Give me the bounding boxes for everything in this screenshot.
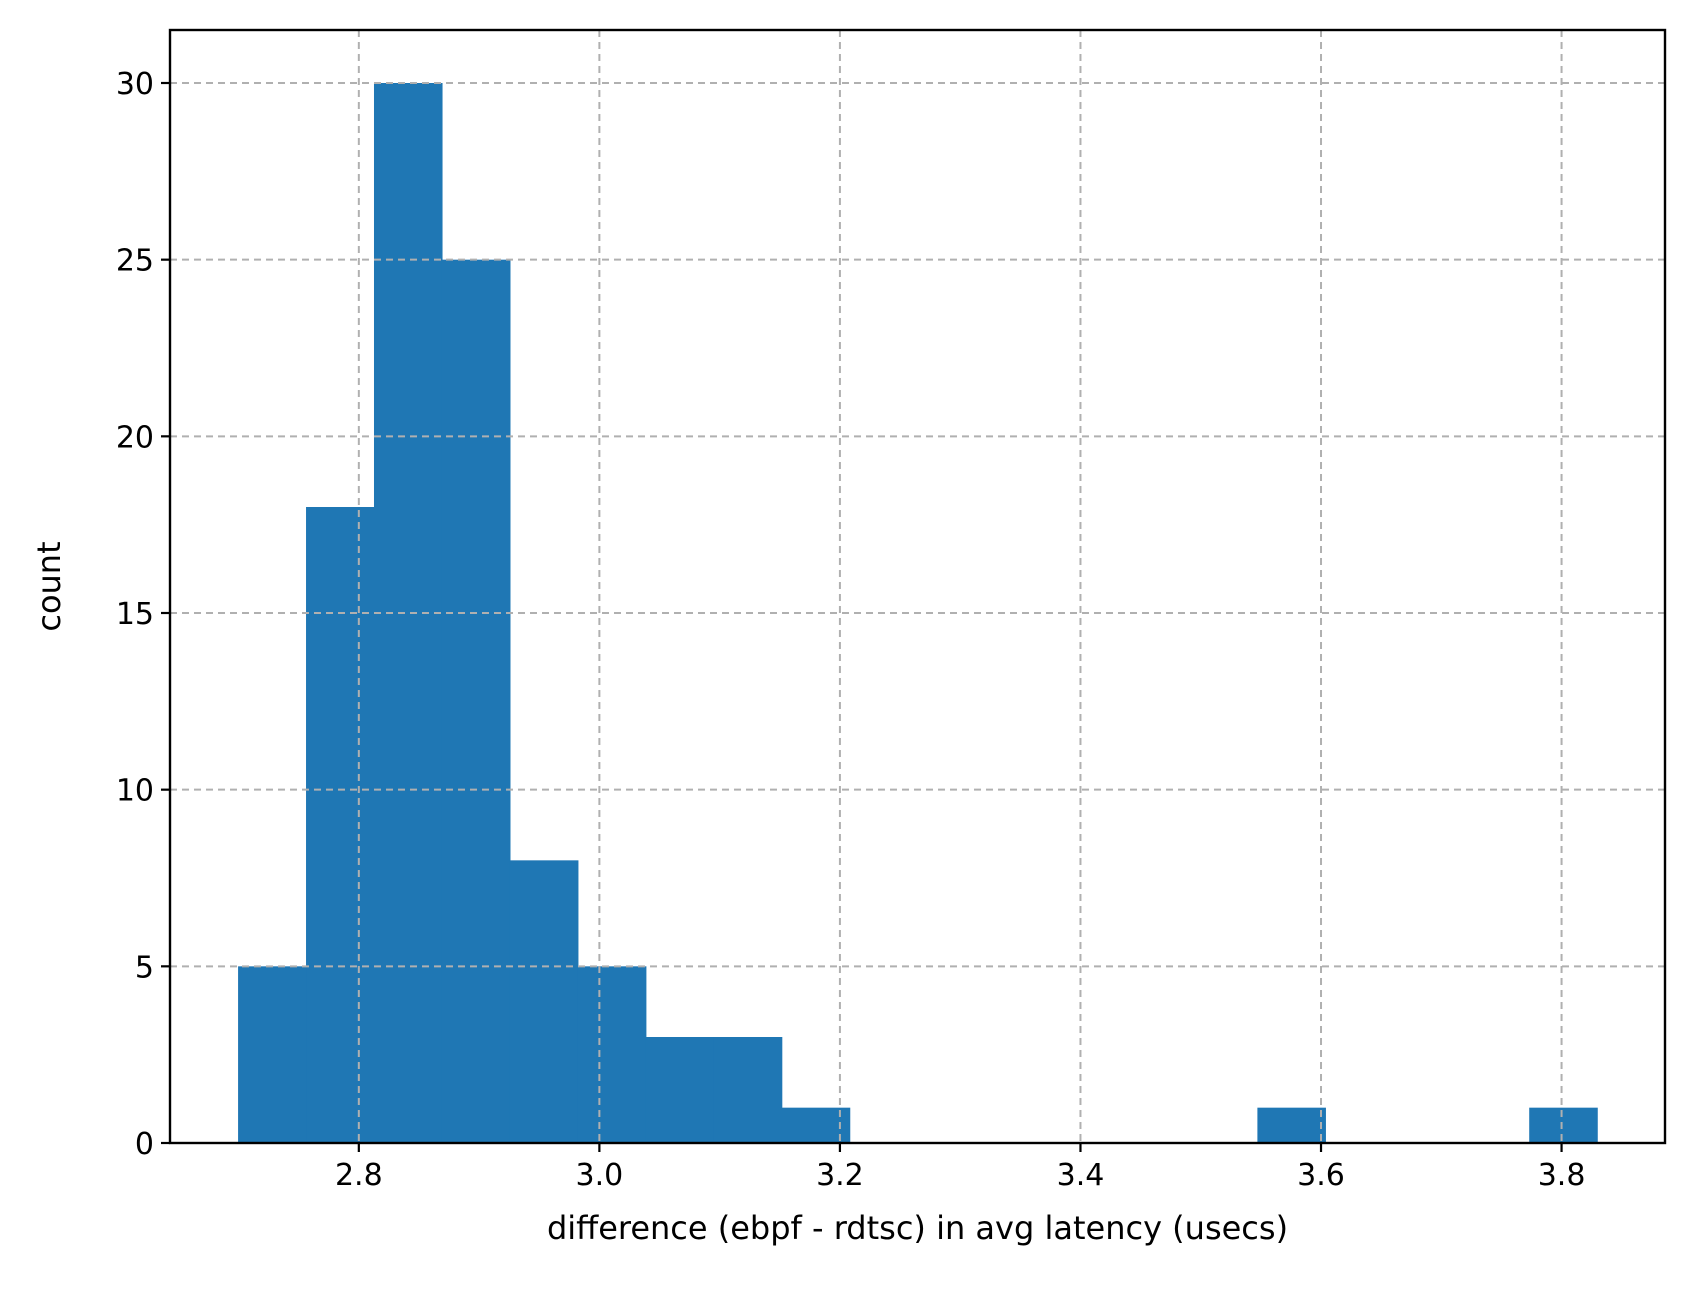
histogram-bar-2 (373, 83, 443, 1143)
y-tick-label-1: 5 (135, 950, 154, 985)
histogram-bar-1 (306, 507, 375, 1143)
y-tick-label-5: 25 (116, 244, 154, 279)
y-axis-label: count (30, 541, 68, 631)
histogram-bar-19 (1529, 1107, 1598, 1143)
y-tick-label-4: 20 (116, 420, 154, 455)
y-tick-label-6: 30 (116, 67, 154, 102)
x-tick-label-2: 3.2 (816, 1158, 864, 1193)
histogram-bar-7 (713, 1037, 783, 1143)
histogram-bar-0 (238, 966, 307, 1143)
x-tick-label-3: 3.4 (1057, 1158, 1105, 1193)
histogram-bar-3 (441, 259, 511, 1144)
histogram-bar-5 (577, 966, 647, 1143)
x-axis-label: difference (ebpf - rdtsc) in avg latency… (547, 1209, 1288, 1247)
y-tick-label-2: 10 (116, 774, 154, 809)
y-tick-label-0: 0 (135, 1127, 154, 1162)
y-tick-label-3: 15 (116, 597, 154, 632)
histogram-bar-4 (509, 860, 579, 1143)
x-tick-label-4: 3.6 (1297, 1158, 1345, 1193)
x-axis-ticks: 2.8 3.0 3.2 3.4 3.6 3.8 (335, 1143, 1585, 1193)
x-tick-label-1: 3.0 (576, 1158, 624, 1193)
plot-frame (168, 28, 1667, 1145)
histogram-bar-6 (645, 1037, 715, 1143)
histogram-bar-8 (781, 1107, 851, 1143)
x-tick-label-0: 2.8 (335, 1158, 383, 1193)
histogram-bars (238, 83, 1598, 1144)
x-tick-label-5: 3.8 (1538, 1158, 1586, 1193)
y-axis-ticks: 0 5 10 15 20 25 30 (116, 67, 170, 1162)
histogram-bar-15 (1257, 1107, 1326, 1143)
